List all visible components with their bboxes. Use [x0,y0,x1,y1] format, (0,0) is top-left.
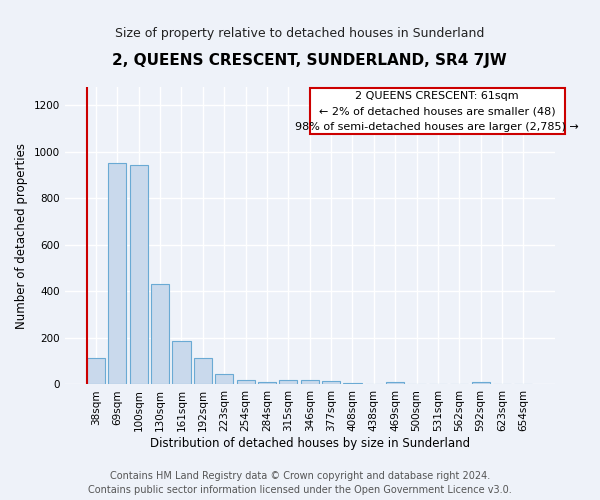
Bar [343,382,362,384]
Bar [87,358,105,384]
Text: 2 QUEENS CRESCENT: 61sqm
← 2% of detached houses are smaller (48)
98% of semi-de: 2 QUEENS CRESCENT: 61sqm ← 2% of detache… [295,90,579,132]
Text: Contains HM Land Registry data © Crown copyright and database right 2024.
Contai: Contains HM Land Registry data © Crown c… [88,471,512,495]
Y-axis label: Number of detached properties: Number of detached properties [15,142,28,328]
Title: 2, QUEENS CRESCENT, SUNDERLAND, SR4 7JW: 2, QUEENS CRESCENT, SUNDERLAND, SR4 7JW [112,52,507,68]
Bar [279,380,298,384]
Text: Size of property relative to detached houses in Sunderland: Size of property relative to detached ho… [115,28,485,40]
Bar [236,380,254,384]
Bar [301,380,319,384]
Bar [109,164,127,384]
Bar [472,382,490,384]
Bar [194,358,212,384]
Bar [151,284,169,384]
X-axis label: Distribution of detached houses by size in Sunderland: Distribution of detached houses by size … [149,437,470,450]
Bar [172,342,191,384]
FancyBboxPatch shape [310,88,565,134]
Bar [258,382,276,384]
Bar [130,164,148,384]
Bar [386,382,404,384]
Bar [215,374,233,384]
Bar [322,381,340,384]
